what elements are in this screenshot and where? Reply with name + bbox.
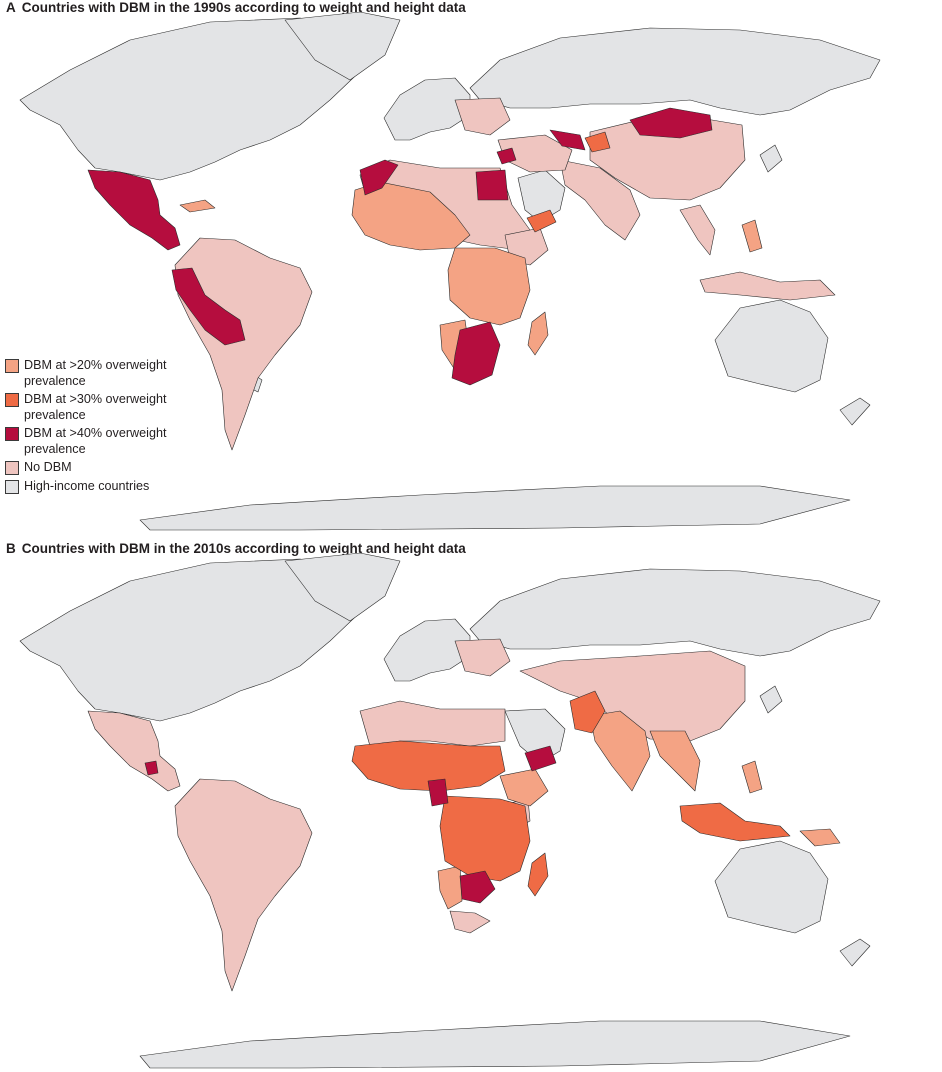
map-region-russia — [469, 568, 881, 657]
map-region-se-asia — [649, 730, 701, 792]
map-region-mongolia — [629, 107, 713, 139]
map-panel-2010s: B Countries with DBM in the 2010s accordi… — [0, 541, 942, 1072]
map-region-south-asia — [559, 159, 641, 241]
map-region-botswana-zimbabwe — [459, 870, 496, 904]
map-region-australia — [714, 299, 829, 393]
map-region-yemen — [526, 209, 557, 233]
panel-heading: Countries with DBM in the 2010s accordin… — [21, 541, 466, 556]
map-region-southern-tip — [449, 910, 491, 934]
map-region-western-europe — [383, 618, 471, 682]
panel-letter: A — [6, 0, 16, 15]
map-region-new-zealand — [839, 397, 871, 426]
map-region-cuba — [179, 199, 216, 213]
map-region-egypt — [475, 169, 509, 201]
map-region-morocco — [359, 159, 399, 196]
map-region-australia — [714, 840, 829, 934]
map-region-mexico — [87, 710, 181, 792]
map-region-uzbekistan — [549, 129, 586, 151]
legend-item-dbm-30: DBM at >30% overweight prevalence — [5, 392, 195, 423]
high-income-regions — [19, 11, 881, 531]
map-region-yemen — [524, 745, 557, 772]
map-panel-1990s: A Countries with DBM in the 1990s accordi… — [5, 0, 881, 531]
high-income-regions — [19, 552, 881, 1069]
map-region-mexico — [87, 169, 181, 251]
legend-label: High-income countries — [24, 478, 150, 493]
map-region-south-america — [174, 778, 313, 992]
legend-label: DBM at >40% overweight prevalence — [24, 426, 167, 456]
map-region-antarctica — [139, 1020, 851, 1069]
map-region-antarctica — [139, 485, 851, 531]
legend-item-no-dbm: No DBM — [5, 460, 195, 476]
map-region-indonesia — [679, 802, 791, 842]
dbm-40-regions — [144, 745, 557, 904]
map-region-namibia — [437, 865, 463, 910]
panel-title: B Countries with DBM in the 2010s accordi… — [6, 541, 466, 556]
no-dbm-regions — [87, 638, 746, 992]
legend-label: DBM at >30% overweight prevalence — [24, 392, 167, 422]
map-region-japan — [759, 144, 783, 173]
dbm-20-regions — [179, 181, 763, 371]
dbm-40-regions — [87, 107, 713, 386]
legend: DBM at >20% overweight prevalence DBM at… — [5, 358, 195, 497]
map-region-central-southern-africa — [439, 795, 531, 882]
map-region-greenland — [284, 11, 401, 81]
map-region-russia — [469, 27, 881, 116]
map-region-pakistan — [569, 690, 606, 734]
map-region-guatemala — [144, 760, 159, 776]
no-dbm-regions — [174, 97, 836, 451]
map-region-madagascar — [527, 852, 549, 897]
map-region-india — [589, 710, 651, 792]
map-region-syria — [496, 147, 517, 165]
legend-item-dbm-20: DBM at >20% overweight prevalence — [5, 358, 195, 389]
map-region-tajikistan — [584, 131, 611, 153]
legend-swatch — [5, 479, 19, 494]
map-region-japan — [759, 685, 783, 714]
panel-heading: Countries with DBM in the 1990s accordin… — [21, 0, 466, 15]
map-region-se-asia — [679, 204, 716, 256]
dbm-30-regions — [351, 690, 791, 897]
map-region-eastern-europe — [454, 97, 511, 136]
legend-item-dbm-40: DBM at >40% overweight prevalence — [5, 426, 195, 457]
map-region-eastern-europe — [454, 638, 511, 677]
legend-label: DBM at >20% overweight prevalence — [24, 358, 167, 388]
map-region-new-zealand — [839, 938, 871, 967]
world-map-1990s — [19, 11, 881, 531]
legend-item-high-income: High-income countries — [5, 479, 195, 495]
legend-swatch — [5, 359, 19, 373]
legend-label: No DBM — [24, 460, 72, 474]
map-region-southern-africa — [451, 321, 501, 386]
map-region-south-america — [174, 237, 313, 451]
map-region-philippines — [741, 219, 763, 253]
map-region-north-america — [19, 17, 373, 181]
map-region-north-africa — [359, 700, 506, 747]
map-region-ethiopia — [499, 768, 549, 807]
map-region-png — [799, 828, 841, 847]
legend-swatch — [5, 427, 19, 441]
map-region-cameroon — [427, 778, 449, 807]
legend-swatch — [5, 393, 19, 407]
map-region-western-europe — [383, 77, 471, 141]
dbm-20-regions — [437, 710, 841, 910]
panel-letter: B — [6, 541, 16, 556]
map-region-peru-bolivia — [171, 267, 246, 346]
map-region-central-africa — [447, 247, 531, 326]
map-region-north-america — [19, 558, 373, 722]
map-region-indonesia — [699, 271, 836, 301]
map-region-greenland — [284, 552, 401, 622]
panel-title: A Countries with DBM in the 1990s accordi… — [6, 0, 466, 15]
map-region-philippines — [741, 760, 763, 794]
map-region-madagascar — [527, 311, 549, 356]
map-region-sahel-west-africa — [351, 740, 506, 792]
world-map-2010s — [19, 552, 881, 1069]
legend-swatch — [5, 461, 19, 475]
